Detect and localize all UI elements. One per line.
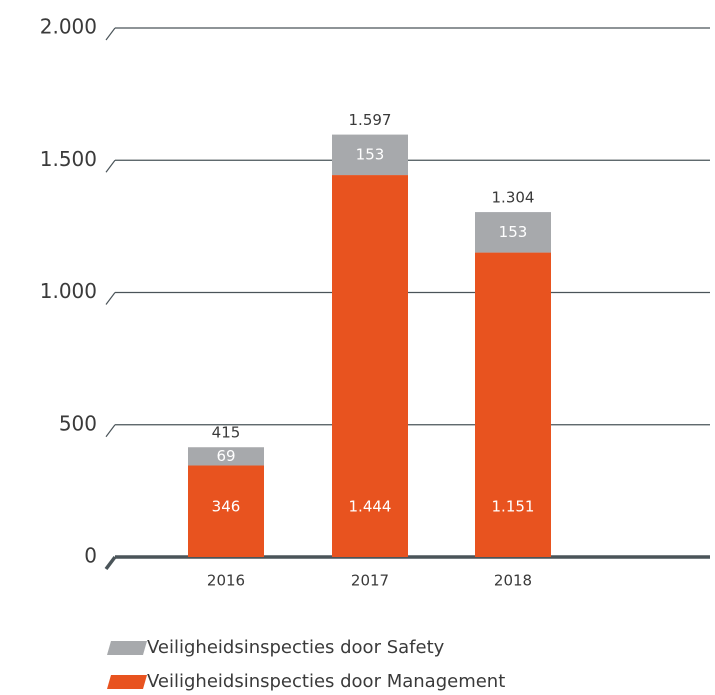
bar-value-label: 1.444: [349, 498, 392, 516]
legend-label: Veiligheidsinspecties door Management: [147, 671, 505, 691]
bar-value-label: 153: [356, 145, 385, 163]
legend-swatch: [107, 641, 147, 655]
bar-value-label: 1.151: [492, 498, 535, 516]
bar-total-label: 1.597: [349, 111, 392, 129]
bar-segment: [188, 447, 264, 466]
bar-value-label: 153: [499, 223, 528, 241]
legend-swatch: [107, 675, 147, 689]
grid-slash: [105, 27, 116, 41]
grid-slash: [105, 292, 116, 305]
y-tick-label: 1.500: [40, 147, 97, 171]
bar-total-label: 1.304: [492, 189, 535, 207]
bar-segment: [475, 252, 551, 558]
grid-slash: [105, 424, 116, 438]
bar-segment: [188, 465, 264, 557]
y-tick-label: 1.000: [40, 279, 97, 303]
bar-segment: [475, 212, 551, 253]
y-tick-label: 500: [59, 411, 97, 435]
bar-segment: [332, 175, 408, 557]
x-tick-label: 2018: [494, 572, 532, 590]
x-tick-label: 2016: [207, 572, 245, 590]
legend-label: Veiligheidsinspecties door Safety: [147, 637, 445, 658]
bar-total-label: 415: [212, 424, 241, 442]
x-tick-label: 2017: [351, 572, 389, 590]
grid-slash: [105, 159, 116, 173]
bar-value-label: 69: [216, 447, 235, 465]
y-tick-label: 2.000: [40, 15, 97, 39]
bar-segment: [332, 134, 408, 176]
bar-value-label: 346: [212, 498, 241, 516]
y-tick-label: 0: [84, 544, 97, 568]
grid-slash: [104, 555, 117, 571]
